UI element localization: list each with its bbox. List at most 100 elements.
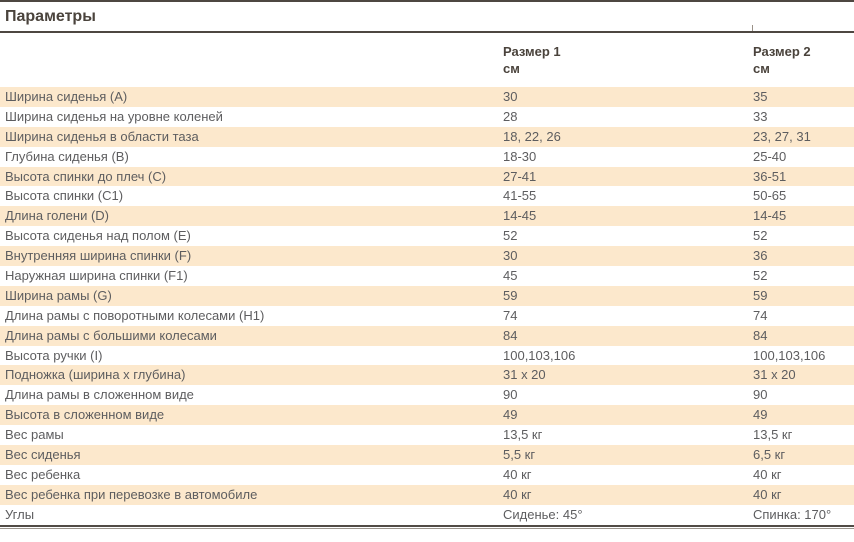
table-row: Вес рамы 13,5 кг 13,5 кг: [0, 425, 854, 445]
table-row: Ширина сиденья в области таза 18, 22, 26…: [0, 126, 854, 147]
parameter-name: Высота сиденья над полом (E): [5, 228, 191, 244]
size1-value: 40 кг: [503, 486, 532, 502]
parameter-name: Ширина сиденья (А): [5, 89, 128, 104]
table-row: Подножка (ширина x глубина) 31 x 20 31 x…: [0, 365, 854, 386]
size2-value: 49: [753, 407, 768, 423]
size1-value: 59: [503, 287, 518, 303]
size1-value: 41-55: [503, 188, 537, 204]
size2-value: 23, 27, 31: [753, 128, 811, 144]
size1-label: Размер 1: [503, 44, 561, 59]
table-row: Вес сиденья 5,5 кг 6,5 кг: [0, 445, 854, 465]
parameter-name: Вес сиденья: [5, 447, 81, 463]
table-row: Внутренняя ширина спинки (F) 30 36: [0, 246, 854, 267]
table-row: Высота спинки до плеч (C) 27-41 36-51: [0, 166, 854, 187]
parameter-name: Углы: [5, 506, 35, 522]
size2-value: 74: [753, 307, 768, 323]
size2-value: 84: [753, 327, 768, 343]
parameter-name: Ширина рамы (G): [5, 287, 112, 303]
size2-value: 100,103,106: [753, 347, 826, 363]
size2-value: 50-65: [753, 188, 787, 204]
size1-unit: см: [503, 61, 520, 76]
size1-value: 100,103,106: [503, 347, 576, 363]
table-row: Наружная ширина спинки (F1) 45 52: [0, 266, 854, 286]
parameter-name: Длина рамы в сложенном виде: [5, 387, 194, 403]
table-row: Высота ручки (I) 100,103,106 100,103,106: [0, 346, 854, 366]
size2-value: 36: [753, 248, 768, 264]
parameter-name: Высота в сложенном виде: [5, 407, 165, 423]
size1-value: 18, 22, 26: [503, 128, 561, 144]
parameter-name: Длина голени (D): [5, 208, 109, 224]
header-size2-column: Размер 2 см: [753, 43, 854, 87]
size1-value: 30: [503, 248, 518, 264]
size2-value: 90: [753, 387, 768, 403]
header-size1-column: Размер 1 см: [503, 43, 753, 87]
size1-value: 45: [503, 268, 518, 284]
header-parameter-column: [0, 43, 503, 87]
size1-value: 52: [503, 228, 518, 244]
size2-value: 36-51: [753, 168, 787, 184]
parameter-name: Подножка (ширина x глубина): [5, 367, 186, 383]
table-body: Ширина сиденья (А) 30 35 Ширина сиденья …: [0, 87, 854, 525]
size1-value: 90: [503, 387, 518, 403]
table-row: Высота спинки (C1) 41-55 50-65: [0, 186, 854, 206]
table-row: Длина рамы с большими колесами 84 84: [0, 325, 854, 346]
table-row: Длина рамы в сложенном виде 90 90: [0, 385, 854, 405]
size1-value: 28: [503, 108, 518, 124]
parameter-name: Высота спинки до плеч (C): [5, 168, 167, 184]
size1-value: 40 кг: [503, 466, 532, 482]
column-divider-tick: [752, 25, 753, 31]
parameter-name: Вес ребенка при перевозке в автомобиле: [5, 486, 258, 502]
size1-value: Сиденье: 45°: [503, 506, 583, 522]
parameter-name: Вес ребенка: [5, 466, 81, 482]
parameter-name: Ширина сиденья на уровне коленей: [5, 108, 223, 124]
size2-label: Размер 2: [753, 44, 811, 59]
table-row: Высота сиденья над полом (E) 52 52: [0, 226, 854, 246]
size2-value: 59: [753, 287, 768, 303]
top-divider: [0, 0, 854, 2]
size1-value: 18-30: [503, 148, 537, 164]
parameter-name: Высота ручки (I): [5, 347, 103, 363]
size2-value: 13,5 кг: [753, 427, 793, 443]
parameter-name: Длина рамы с поворотными колесами (H1): [5, 307, 265, 323]
size1-value: 5,5 кг: [503, 447, 536, 463]
size2-value: 31 x 20: [753, 367, 796, 383]
table-row: Вес ребенка 40 кг 40 кг: [0, 465, 854, 485]
table-row: Глубина сиденья (B) 18-30 25-40: [0, 147, 854, 167]
size2-value: 14-45: [753, 208, 787, 224]
size1-value: 27-41: [503, 168, 537, 184]
size2-value: 40 кг: [753, 466, 782, 482]
size2-value: 35: [753, 89, 768, 104]
parameters-section: Параметры Размер 1 см Размер 2 см Ширина…: [0, 0, 854, 529]
table-row: Ширина рамы (G) 59 59: [0, 285, 854, 306]
table-row: Ширина сиденья (А) 30 35: [0, 87, 854, 107]
size1-value: 14-45: [503, 208, 537, 224]
size1-value: 31 x 20: [503, 367, 546, 383]
parameters-table: Размер 1 см Размер 2 см Ширина сиденья (…: [0, 33, 854, 529]
table-row: Вес ребенка при перевозке в автомобиле 4…: [0, 484, 854, 505]
parameter-name: Вес рамы: [5, 427, 64, 443]
table-row: Высота в сложенном виде 49 49: [0, 405, 854, 426]
size2-unit: см: [753, 61, 770, 76]
size1-value: 30: [503, 89, 518, 104]
size1-value: 13,5 кг: [503, 427, 543, 443]
table-row: Длина голени (D) 14-45 14-45: [0, 206, 854, 227]
parameter-name: Наружная ширина спинки (F1): [5, 268, 188, 284]
page-title: Параметры: [0, 2, 854, 33]
table-header-row: Размер 1 см Размер 2 см: [0, 33, 854, 87]
parameter-name: Высота спинки (C1): [5, 188, 124, 204]
parameter-name: Внутренняя ширина спинки (F): [5, 248, 192, 264]
parameter-name: Глубина сиденья (B): [5, 148, 129, 164]
size1-value: 49: [503, 407, 518, 423]
bottom-divider: [0, 524, 854, 529]
size2-value: 33: [753, 108, 768, 124]
size1-value: 74: [503, 307, 518, 323]
table-row: Длина рамы с поворотными колесами (H1) 7…: [0, 306, 854, 326]
table-row: Углы Сиденье: 45° Спинка: 170°: [0, 505, 854, 525]
size2-value: 52: [753, 228, 768, 244]
size1-value: 84: [503, 327, 518, 343]
parameter-name: Ширина сиденья в области таза: [5, 128, 199, 144]
size2-value: Спинка: 170°: [753, 506, 832, 522]
parameter-name: Длина рамы с большими колесами: [5, 327, 217, 343]
size2-value: 40 кг: [753, 486, 782, 502]
size2-value: 25-40: [753, 148, 787, 164]
